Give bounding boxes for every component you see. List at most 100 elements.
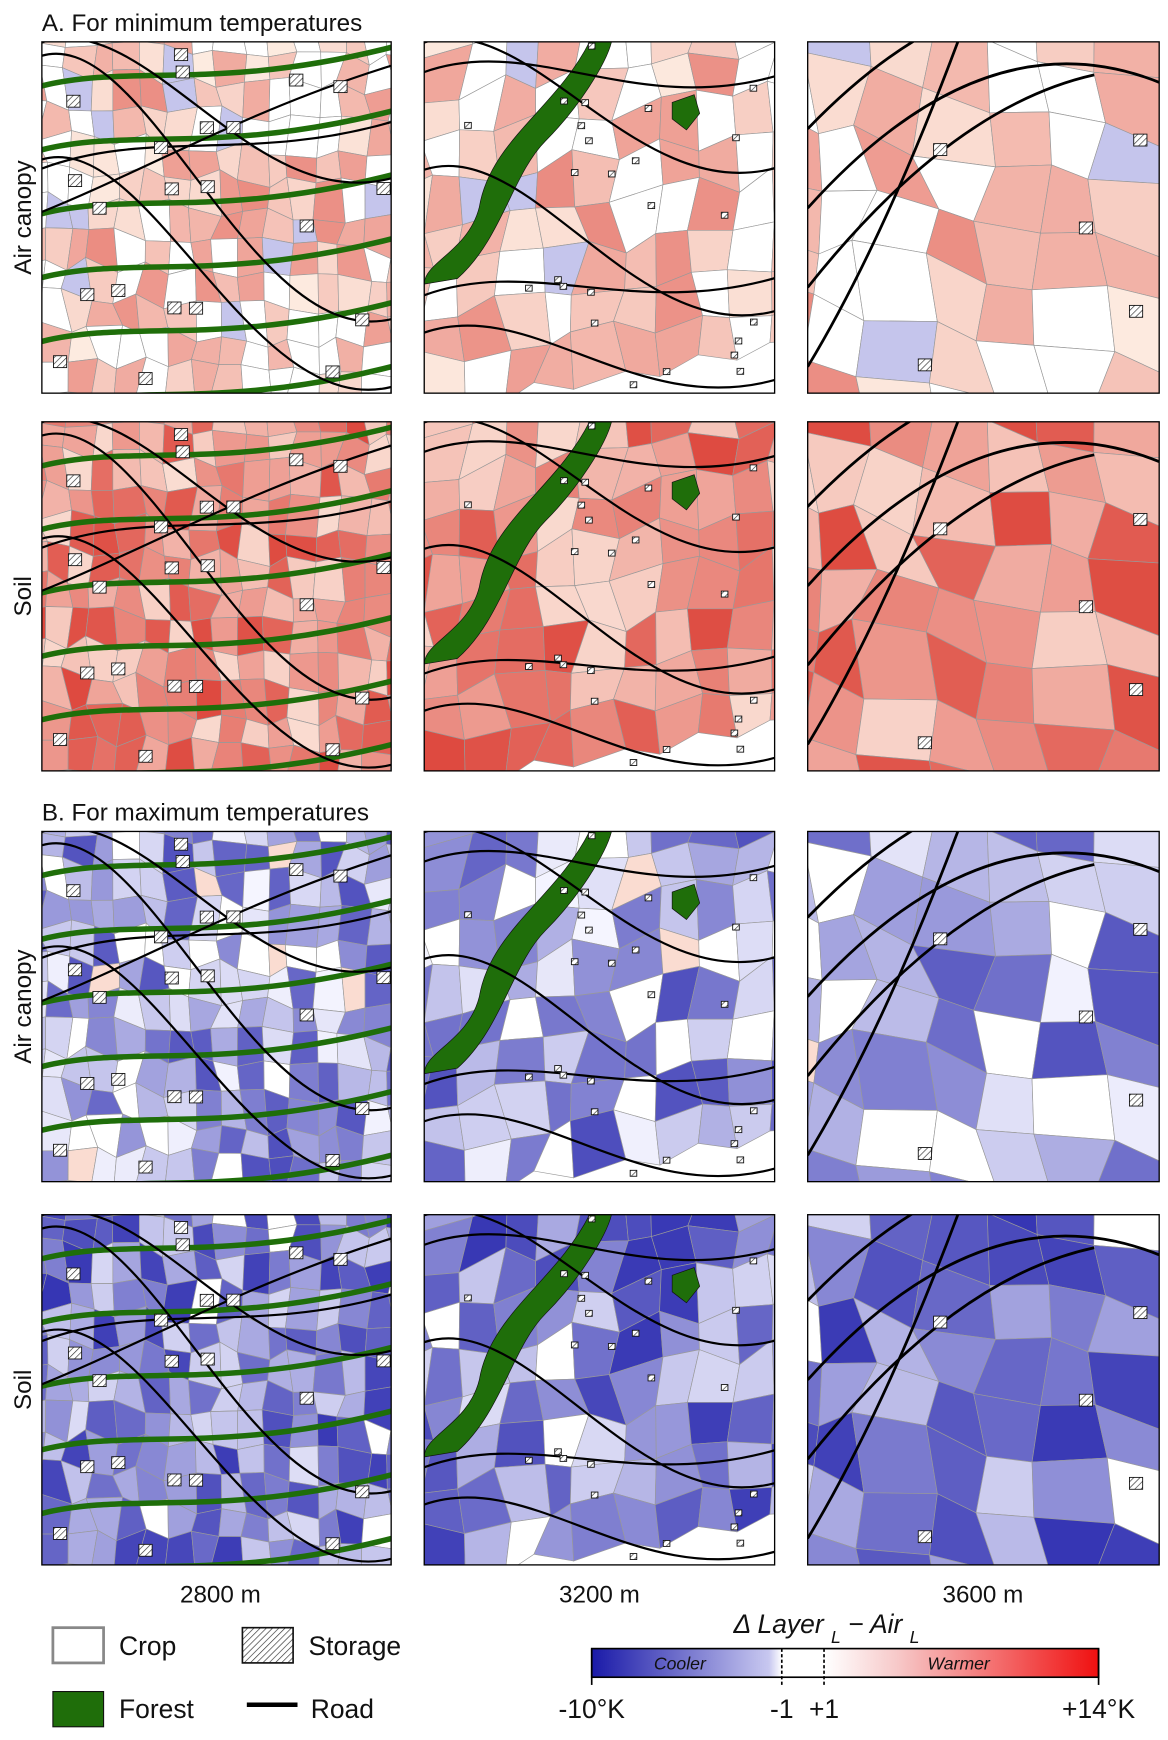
storage [560,477,568,485]
parcel [390,1423,392,1432]
storage [662,746,671,753]
parcel [1031,664,1116,731]
map-panel [807,421,1168,771]
storage [376,561,391,574]
parcel [392,1130,417,1173]
storage [525,1073,533,1081]
storage [585,516,593,524]
parcel [317,619,339,654]
storage [720,1384,729,1391]
storage [590,319,599,327]
road [424,1449,775,1469]
panel-border [423,1214,776,1566]
storage [1128,683,1144,696]
parcel [855,1548,932,1565]
legend-label: Crop [119,1631,176,1661]
parcel [766,1253,775,1305]
storage [577,911,586,919]
parcel [395,1363,419,1399]
storage [631,946,640,954]
storage [173,428,189,441]
road [807,41,960,368]
parcel [989,901,1052,957]
storage [167,301,182,315]
road [41,120,392,170]
parcel [210,364,244,394]
parcel [387,895,392,911]
panel-border [41,421,392,772]
road [807,41,916,130]
parcel [766,870,775,922]
forest [671,883,701,921]
parcel [807,360,860,394]
storage [67,553,83,567]
parcel [364,843,392,885]
storage [226,1293,241,1307]
row-label: Air canopy [10,948,37,1063]
forest [41,172,392,217]
parcel [687,831,740,850]
panel-border [807,1214,1160,1566]
road [424,1113,775,1178]
parcel [211,1222,248,1261]
storage [647,991,656,999]
parcel [1164,1213,1168,1274]
storage [53,1143,68,1157]
storage [587,1215,596,1223]
forest [671,474,701,511]
road [41,910,392,960]
storage [80,1460,95,1474]
parcel [855,1164,932,1182]
storage [333,459,348,473]
storage [188,1090,204,1104]
storage [631,1329,640,1337]
storage [554,276,562,284]
parcel [392,720,417,763]
parcel [14,1524,39,1567]
parcel [376,0,433,11]
parcel [16,700,40,740]
storage [581,888,589,896]
road [424,1337,775,1489]
parcel [361,0,387,28]
parcel [855,698,938,762]
parcel [766,460,775,512]
road [41,831,392,973]
maps [14,0,1168,1657]
storage [607,170,616,178]
parcel [387,485,392,502]
parcel [929,760,971,771]
parcel [975,1129,1049,1182]
parcel [268,1250,292,1295]
parcel [929,382,972,394]
parcel [288,273,319,315]
parcel [771,1059,775,1105]
storage [289,73,304,87]
parcel [389,383,392,394]
parcel [1091,1585,1168,1657]
parcel [855,376,932,394]
storage [1133,513,1148,526]
parcel [735,0,820,1]
parcel [90,769,112,796]
panel-border [41,830,392,1183]
parcel [975,1455,1035,1518]
parcel [539,0,587,34]
parcel [41,422,43,428]
parcel [41,1459,43,1479]
panel-border [423,41,776,394]
storage [730,1523,739,1531]
storage [577,122,586,130]
storage [554,1065,562,1072]
parcel [692,0,740,15]
parcel [236,1443,265,1474]
storage [750,318,758,326]
storage [559,282,568,290]
parcel [236,271,265,302]
parcel [1094,231,1160,299]
parcel [807,1175,809,1182]
parcel [1164,681,1168,755]
parcel [539,768,587,823]
parcel [975,718,1049,771]
parcel [729,0,774,15]
